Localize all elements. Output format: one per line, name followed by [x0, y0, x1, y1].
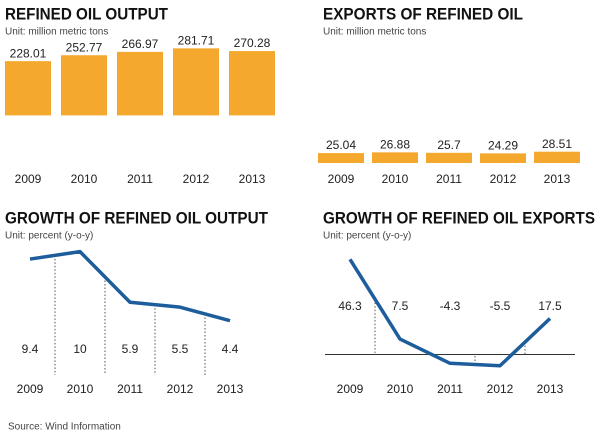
bar	[229, 51, 275, 116]
line	[29, 249, 231, 323]
chart-title: REFINED OIL OUTPUT	[5, 4, 169, 23]
x-tick-label: 2011	[127, 172, 153, 186]
value-label: 17.5	[538, 299, 562, 313]
bar	[426, 152, 472, 163]
value-label: -5.5	[490, 299, 511, 313]
value-label: 281.71	[178, 34, 215, 48]
source-note: Source: Wind Information	[8, 422, 121, 433]
x-tick-label: 2009	[328, 172, 355, 186]
x-tick-label: 2011	[117, 382, 143, 396]
value-label: 7.5	[392, 299, 409, 313]
value-label: 5.5	[172, 342, 189, 356]
value-label: 26.88	[380, 138, 410, 152]
x-tick-label: 2013	[544, 172, 571, 186]
chart-subtitle: Unit: percent (y-o-y)	[323, 231, 411, 242]
value-label: 24.29	[488, 139, 518, 153]
value-label: 10	[73, 342, 87, 356]
value-label: 25.7	[437, 138, 461, 152]
value-label: 270.28	[234, 36, 271, 50]
bar	[173, 48, 219, 116]
value-label: 252.77	[66, 40, 103, 54]
x-tick-label: 2012	[487, 382, 514, 396]
line	[348, 258, 552, 368]
bar	[534, 151, 580, 163]
bar	[5, 61, 51, 116]
value-label: 266.97	[122, 37, 159, 51]
bar	[61, 55, 107, 116]
x-tick-label: 2009	[15, 172, 42, 186]
x-tick-label: 2010	[382, 172, 409, 186]
x-tick-label: 2010	[71, 172, 98, 186]
value-label: 28.51	[542, 137, 572, 151]
chart-title: GROWTH OF REFINED OIL OUTPUT	[5, 208, 269, 227]
bar	[318, 153, 364, 163]
value-label: 4.4	[222, 342, 239, 356]
x-tick-label: 2010	[67, 382, 94, 396]
chart-subtitle: Unit: million metric tons	[323, 27, 426, 38]
x-tick-label: 2012	[183, 172, 210, 186]
chart-subtitle: Unit: million metric tons	[5, 27, 108, 38]
bar	[480, 153, 526, 163]
x-tick-label: 2009	[337, 382, 364, 396]
x-tick-label: 2013	[537, 382, 564, 396]
value-label: 25.04	[326, 138, 356, 152]
bar	[372, 152, 418, 163]
chart-subtitle: Unit: percent (y-o-y)	[5, 231, 93, 242]
value-label: -4.3	[440, 299, 461, 313]
chart-title: EXPORTS OF REFINED OIL	[323, 4, 523, 23]
x-tick-label: 2013	[217, 382, 244, 396]
x-tick-label: 2011	[437, 382, 463, 396]
x-tick-label: 2012	[167, 382, 194, 396]
value-label: 9.4	[22, 342, 39, 356]
x-tick-label: 2009	[17, 382, 44, 396]
x-tick-label: 2010	[387, 382, 414, 396]
x-tick-label: 2012	[490, 172, 517, 186]
bar	[117, 51, 163, 116]
x-tick-label: 2011	[436, 172, 462, 186]
chart-title: GROWTH OF REFINED OIL EXPORTS	[323, 208, 595, 227]
value-label: 46.3	[338, 299, 362, 313]
value-label: 5.9	[122, 342, 139, 356]
value-label: 228.01	[10, 46, 47, 60]
x-tick-label: 2013	[239, 172, 266, 186]
